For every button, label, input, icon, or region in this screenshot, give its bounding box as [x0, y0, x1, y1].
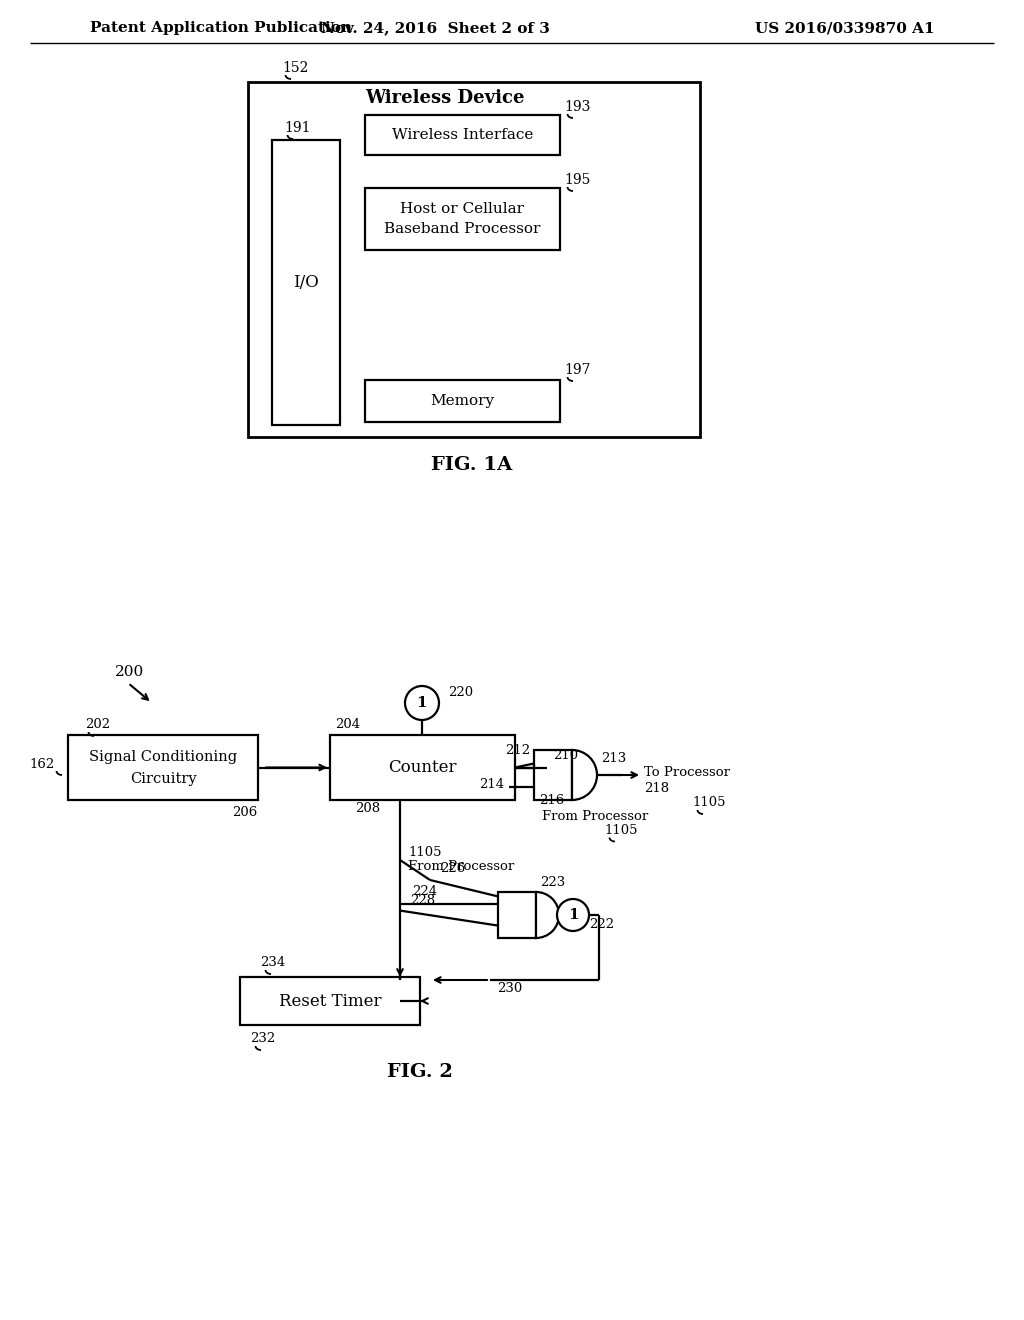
Text: 1105: 1105: [604, 824, 638, 837]
Bar: [68, 735, 258, 800]
Text: Circuitry: Circuitry: [130, 771, 197, 785]
Text: 223: 223: [540, 875, 565, 888]
Text: FIG. 1A: FIG. 1A: [431, 455, 513, 474]
Wedge shape: [536, 892, 559, 939]
Text: 200: 200: [115, 665, 144, 678]
Text: From Processor: From Processor: [542, 810, 648, 822]
Text: Counter: Counter: [388, 759, 457, 776]
Text: Reset Timer: Reset Timer: [279, 993, 381, 1010]
Text: 1105: 1105: [692, 796, 725, 809]
Bar: [330, 735, 515, 800]
Text: 210: 210: [553, 748, 579, 762]
Text: 224: 224: [412, 884, 437, 898]
Text: Wireless Device: Wireless Device: [366, 88, 524, 107]
Text: Nov. 24, 2016  Sheet 2 of 3: Nov. 24, 2016 Sheet 2 of 3: [321, 21, 550, 36]
Bar: [365, 187, 560, 249]
Text: 197: 197: [564, 363, 591, 378]
Bar: [240, 977, 420, 1026]
Wedge shape: [572, 750, 597, 800]
Text: 195: 195: [564, 173, 591, 187]
Circle shape: [557, 899, 589, 931]
Text: Signal Conditioning: Signal Conditioning: [89, 750, 238, 763]
Text: 232: 232: [250, 1032, 275, 1045]
Text: 228: 228: [410, 894, 435, 907]
Text: Memory: Memory: [430, 393, 495, 408]
Text: 218: 218: [644, 781, 669, 795]
Bar: [272, 140, 340, 425]
Text: 222: 222: [589, 919, 614, 932]
Text: 162: 162: [30, 758, 55, 771]
Text: 202: 202: [85, 718, 111, 731]
Bar: [498, 892, 536, 939]
Text: 226: 226: [440, 862, 465, 874]
Text: Host or Cellular: Host or Cellular: [400, 202, 524, 216]
Text: 206: 206: [232, 805, 258, 818]
Text: 193: 193: [564, 100, 591, 114]
Text: Patent Application Publication: Patent Application Publication: [90, 21, 352, 36]
Text: 1105: 1105: [408, 846, 441, 858]
Text: 220: 220: [449, 685, 473, 698]
Text: To Processor: To Processor: [644, 767, 730, 780]
Text: 1: 1: [417, 696, 427, 710]
Text: FIG. 2: FIG. 2: [387, 1063, 453, 1081]
Text: 216: 216: [539, 795, 564, 807]
Text: US 2016/0339870 A1: US 2016/0339870 A1: [755, 21, 935, 36]
Bar: [534, 750, 572, 800]
Text: Baseband Processor: Baseband Processor: [384, 222, 541, 236]
Text: 234: 234: [260, 957, 286, 969]
Text: 1: 1: [567, 908, 579, 921]
Text: 213: 213: [601, 752, 627, 766]
Text: 212: 212: [506, 744, 530, 756]
Text: 230: 230: [498, 982, 522, 994]
Circle shape: [406, 686, 439, 719]
Text: 204: 204: [335, 718, 360, 731]
Text: 214: 214: [479, 777, 504, 791]
Text: 208: 208: [355, 801, 380, 814]
Text: Wireless Interface: Wireless Interface: [392, 128, 534, 143]
Bar: [365, 380, 560, 422]
Text: I/O: I/O: [293, 275, 318, 290]
Bar: [365, 115, 560, 154]
Bar: [248, 82, 700, 437]
Text: 152: 152: [282, 61, 308, 75]
Text: From Processor: From Processor: [408, 859, 514, 873]
Text: 191: 191: [284, 121, 310, 135]
